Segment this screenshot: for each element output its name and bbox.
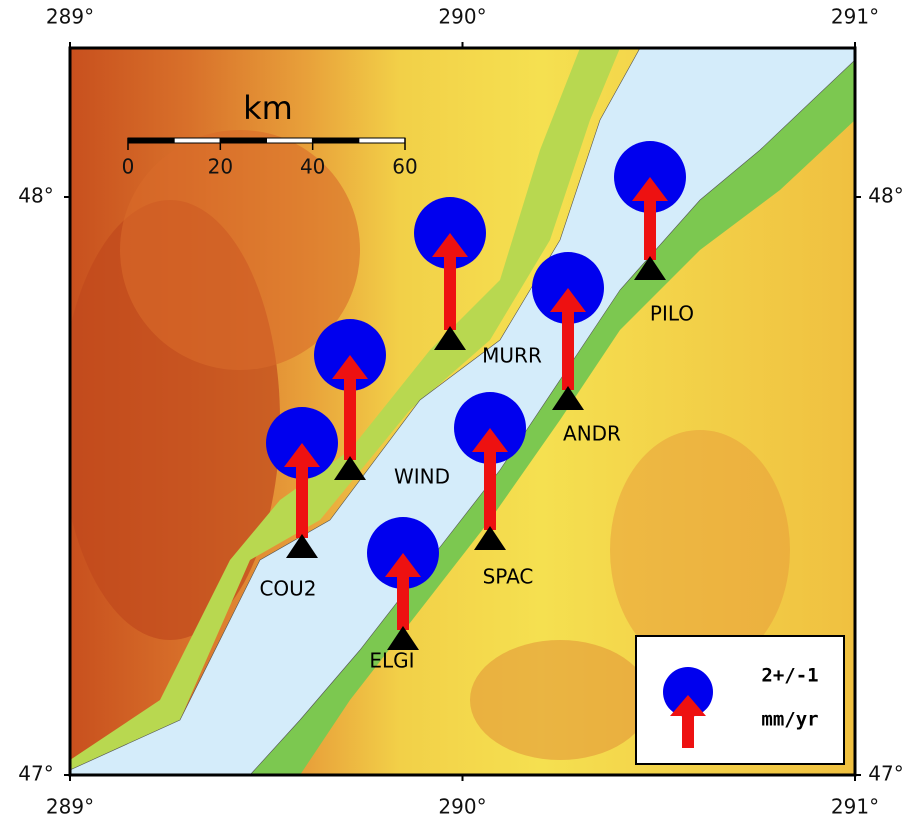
- station-label: COU2: [259, 577, 316, 601]
- lat-tick-label: 47°: [18, 762, 53, 786]
- lon-tick-label: 290°: [438, 795, 486, 819]
- scale-segment: [128, 138, 174, 143]
- velocity-arrow-shaft: [644, 197, 656, 260]
- scale-segment: [220, 138, 266, 143]
- station-label: PILO: [650, 302, 694, 326]
- lon-tick-label: 289°: [46, 795, 94, 819]
- lon-tick-label: 291°: [831, 5, 879, 29]
- scale-tick-label: 60: [392, 155, 417, 179]
- scale-tick-label: 40: [300, 155, 325, 179]
- lat-tick-label: 47°: [868, 762, 903, 786]
- legend-units: mm/yr: [761, 709, 818, 731]
- map-figure: km 289° 289° 290° 290° 291° 291° 47° 47° 48° 48° 0…: [0, 0, 914, 826]
- station-label: MURR: [482, 344, 542, 368]
- scale-tick-label: 20: [208, 155, 233, 179]
- station-label: ANDR: [563, 422, 621, 446]
- scale-segment: [313, 138, 359, 143]
- velocity-arrow-shaft: [397, 573, 409, 630]
- velocity-arrow-shaft: [562, 308, 574, 390]
- legend: 2+/-1 mm/yr: [636, 636, 844, 764]
- scale-segment: [174, 138, 220, 143]
- velocity-arrow-shaft: [296, 463, 308, 538]
- scale-tick-label: 0: [122, 155, 135, 179]
- velocity-arrow-shaft: [444, 253, 456, 330]
- lat-tick-label: 48°: [868, 184, 903, 208]
- station-label: ELGI: [369, 649, 414, 673]
- legend-magnitude: 2+/-1: [761, 665, 818, 687]
- scale-segment: [267, 138, 313, 143]
- lon-tick-label: 290°: [438, 5, 486, 29]
- station-label: SPAC: [483, 565, 534, 589]
- legend-arrow-shaft: [682, 712, 694, 748]
- station-label: WIND: [394, 465, 450, 489]
- velocity-arrow-shaft: [344, 375, 356, 460]
- scale-title: km: [243, 89, 293, 127]
- lat-tick-label: 48°: [18, 184, 53, 208]
- lon-tick-label: 291°: [831, 795, 879, 819]
- velocity-arrow-shaft: [484, 448, 496, 530]
- scale-segment: [359, 138, 405, 143]
- lon-tick-label: 289°: [46, 5, 94, 29]
